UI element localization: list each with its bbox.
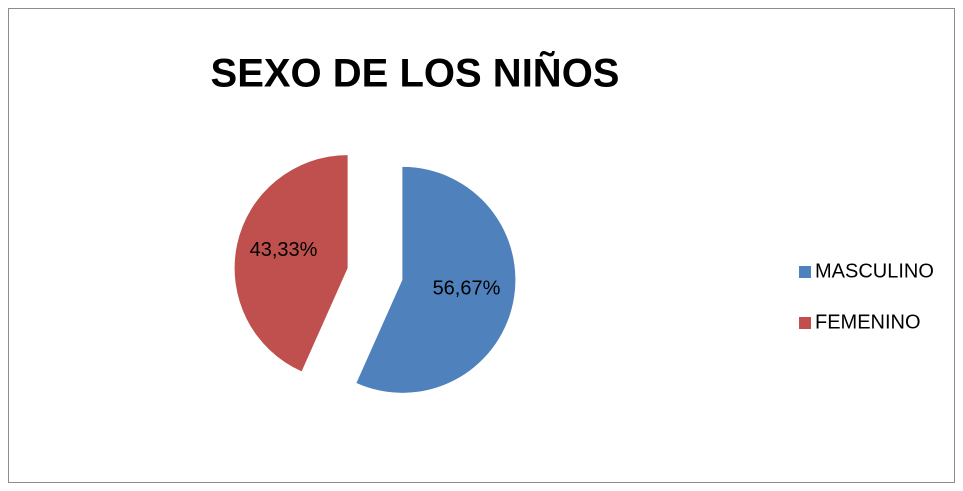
pie-slice (234, 155, 348, 372)
data-label: 43,33% (250, 239, 318, 261)
chart-title: SEXO DE LOS NIÑOS (211, 50, 620, 96)
legend-label: FEMENINO (815, 311, 921, 333)
legend-swatch (799, 317, 811, 329)
legend-swatch (799, 266, 811, 278)
legend-label: MASCULINO (815, 260, 934, 282)
data-label: 56,67% (433, 278, 501, 300)
pie-slice (356, 166, 516, 393)
